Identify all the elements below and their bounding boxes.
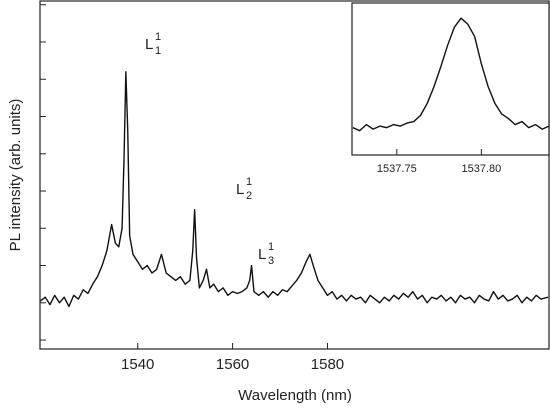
spectrum-line <box>40 71 549 308</box>
x-tick-label: 1537.75 <box>377 163 417 175</box>
x-axis-label: Wavelength (nm) <box>238 387 352 404</box>
peak-label-sub: 2 <box>246 190 252 202</box>
spectrum-line <box>352 17 550 132</box>
x-tick-label: 1580 <box>311 356 344 373</box>
x-tick-label: 1540 <box>121 356 154 373</box>
peak-label-sup: 1 <box>268 241 274 253</box>
peak-label-sub: 1 <box>155 45 161 57</box>
peak-label: L <box>258 246 266 263</box>
x-tick-label: 1537.80 <box>461 163 501 175</box>
peak-label-sup: 1 <box>246 176 252 188</box>
inset-frame <box>351 2 550 156</box>
peak-label: L <box>145 36 153 53</box>
y-axis-label: PL intensity (arb. units) <box>7 99 24 252</box>
x-tick-label: 1560 <box>216 356 249 373</box>
peak-label-sup: 1 <box>155 31 161 43</box>
peak-label: L <box>236 181 244 198</box>
peak-label-sub: 3 <box>268 255 274 267</box>
